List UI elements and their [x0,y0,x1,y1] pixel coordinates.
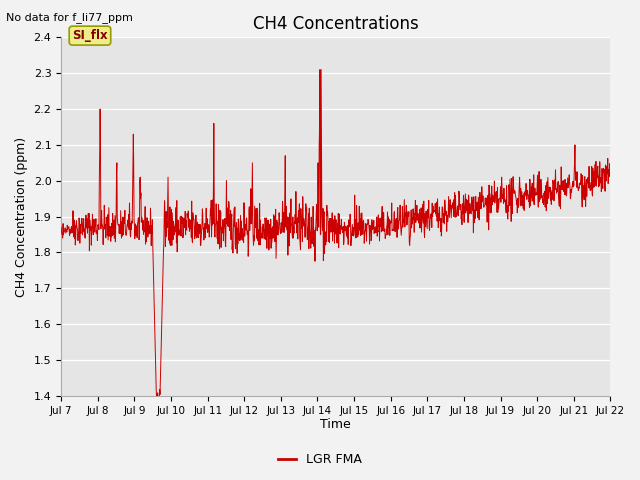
X-axis label: Time: Time [321,419,351,432]
Text: SI_flx: SI_flx [72,29,108,42]
Title: CH4 Concentrations: CH4 Concentrations [253,15,419,33]
Legend: LGR FMA: LGR FMA [273,448,367,471]
Y-axis label: CH4 Concentration (ppm): CH4 Concentration (ppm) [15,136,28,297]
Text: No data for f_li77_ppm: No data for f_li77_ppm [6,12,133,23]
